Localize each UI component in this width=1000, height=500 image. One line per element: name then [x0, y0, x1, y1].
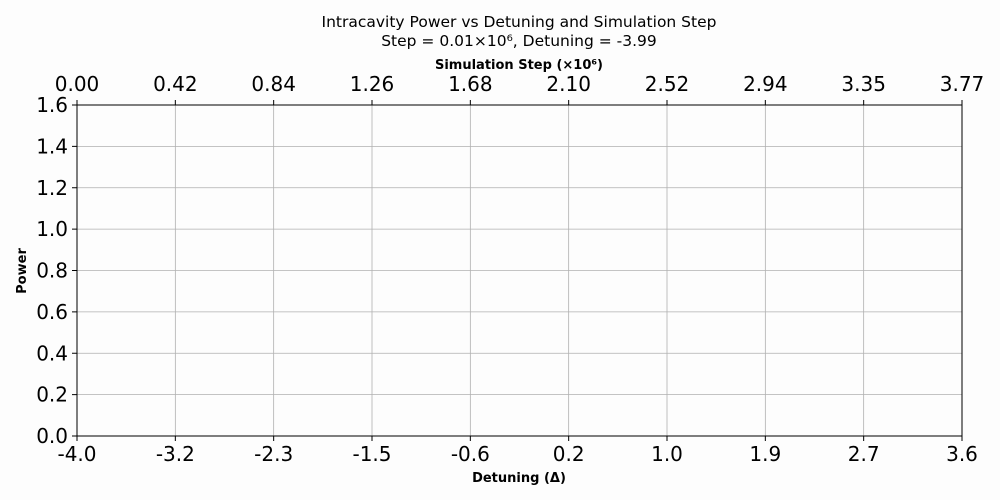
y-tick-label: 0.6 [36, 300, 68, 324]
chart-subtitle: Step = 0.01×10⁶, Detuning = -3.99 [381, 32, 657, 50]
x-tick-label: 3.6 [946, 442, 978, 466]
x-tick-label: 2.7 [848, 442, 880, 466]
x-tick-label: 1.0 [651, 442, 683, 466]
top-x-axis: 0.00 0.42 0.84 1.26 1.68 2.10 2.52 2.94 3.35 3.77 [55, 72, 985, 105]
top-x-tick-label: 1.26 [350, 72, 395, 96]
x-tick-label: -1.5 [352, 442, 391, 466]
bottom-x-axis: -4.0 -3.2 -2.3 -1.5 -0.6 0.2 1.0 1.9 2.7 3.6 [57, 436, 978, 466]
chart-title: Intracavity Power vs Detuning and Simula… [322, 13, 717, 31]
y-axis: 0.0 0.2 0.4 0.6 0.8 1.0 1.2 1.4 1.6 [36, 93, 77, 448]
top-x-tick-label: 0.84 [251, 72, 296, 96]
y-axis-title: Power [15, 248, 30, 294]
y-tick-label: 0.0 [36, 424, 68, 448]
x-tick-label: -2.3 [254, 442, 293, 466]
top-x-tick-label: 2.52 [645, 72, 690, 96]
top-x-tick-label: 2.10 [546, 72, 591, 96]
y-tick-label: 1.0 [36, 217, 68, 241]
x-tick-label: -3.2 [156, 442, 195, 466]
y-tick-label: 1.6 [36, 93, 68, 117]
y-tick-label: 0.8 [36, 259, 68, 283]
x-axis-title: Detuning (Δ) [472, 471, 566, 486]
top-x-tick-label: 3.77 [940, 72, 985, 96]
x-tick-label: -0.6 [451, 442, 490, 466]
top-x-tick-label: 1.68 [448, 72, 493, 96]
x-tick-label: 0.2 [553, 442, 585, 466]
x-tick-label: 1.9 [749, 442, 781, 466]
top-x-axis-title: Simulation Step (×10⁶) [435, 58, 603, 73]
y-tick-label: 1.2 [36, 176, 68, 200]
x-tick-label: -4.0 [57, 442, 96, 466]
top-x-tick-label: 0.00 [55, 72, 100, 96]
y-tick-label: 0.4 [36, 341, 68, 365]
grid-lines [76, 104, 963, 437]
y-tick-label: 1.4 [36, 134, 68, 158]
y-tick-label: 0.2 [36, 383, 68, 407]
top-x-tick-label: 2.94 [743, 72, 788, 96]
top-x-tick-label: 3.35 [841, 72, 886, 96]
top-x-tick-label: 0.42 [153, 72, 198, 96]
